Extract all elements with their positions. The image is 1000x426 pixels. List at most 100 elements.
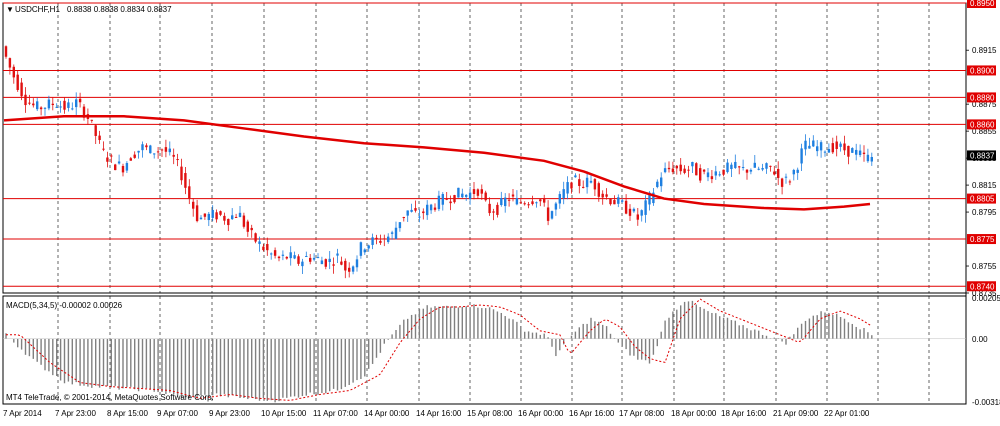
time-tick-label: 16 Apr 16:00 — [569, 409, 615, 418]
candle-body — [215, 212, 218, 220]
candle-body — [414, 208, 417, 211]
candle-body — [149, 145, 152, 154]
candle-body — [219, 211, 222, 215]
candle-body — [550, 211, 554, 219]
candle-body — [137, 150, 140, 153]
candle-body — [195, 205, 199, 222]
candle-body — [355, 259, 359, 268]
time-tick-label: 8 Apr 15:00 — [107, 409, 148, 418]
candle-body — [266, 244, 269, 251]
candle-body — [757, 168, 760, 170]
price-level-tag — [967, 92, 996, 103]
candle-body — [582, 186, 585, 188]
candle-body — [114, 164, 117, 171]
candle-body — [180, 166, 183, 181]
candle-body — [515, 198, 519, 205]
candle-body — [558, 194, 561, 204]
price-level-tag — [967, 119, 996, 130]
symbol-timeframe: USDCHF,H1 — [15, 5, 60, 14]
price-tick-label: 0.8915 — [972, 46, 997, 55]
candle-body — [375, 237, 378, 239]
candle-body — [714, 171, 717, 176]
candle-body — [320, 260, 324, 265]
candle-body — [609, 198, 612, 205]
candle-body — [402, 217, 405, 219]
candle-body — [297, 256, 300, 264]
candle-body — [726, 162, 729, 173]
candle-body — [449, 201, 452, 204]
candle-body — [145, 145, 148, 148]
candle-body — [445, 198, 448, 200]
candle-body — [562, 189, 565, 199]
candle-body — [695, 163, 698, 176]
candle-body — [457, 187, 460, 198]
candle-body — [546, 207, 550, 221]
macd-panel-frame — [2, 295, 967, 405]
candle-body — [32, 103, 35, 106]
candle-body — [796, 169, 799, 173]
candle-body — [480, 189, 483, 194]
candle-body — [367, 245, 370, 249]
candle-body — [301, 261, 304, 267]
candle-body — [831, 143, 834, 153]
candle-body — [819, 142, 823, 151]
candle-body — [741, 166, 745, 168]
candle-body — [63, 100, 66, 110]
candle-body — [566, 182, 569, 194]
candle-body — [293, 255, 296, 259]
candle-body — [110, 155, 113, 157]
candle-body — [734, 161, 737, 168]
candle-body — [394, 227, 398, 239]
price-level-tag — [967, 65, 996, 76]
candle-body — [418, 216, 421, 218]
candle-body — [234, 216, 238, 218]
candle-body — [812, 140, 815, 147]
candle-body — [527, 204, 530, 206]
candle-body — [862, 152, 866, 154]
candle-body — [453, 195, 456, 203]
time-tick-label: 11 Apr 07:00 — [313, 409, 358, 418]
candle-body — [141, 144, 144, 151]
candle-body — [531, 201, 534, 205]
candle-body — [363, 249, 366, 253]
horizontal-levels[interactable] — [3, 2, 966, 287]
time-tick-label: 9 Apr 07:00 — [157, 409, 198, 418]
candle-body — [90, 119, 93, 121]
candle-body — [94, 125, 97, 136]
candle-body — [613, 200, 616, 205]
candle-body — [371, 237, 374, 245]
price-level-tag-label: 0.8880 — [970, 93, 995, 102]
candle-body — [519, 202, 522, 204]
candle-body — [675, 165, 678, 169]
candle-body — [309, 257, 312, 262]
macd-axis: 0.00205 0.00 -0.00318 — [972, 294, 1000, 407]
candle-body — [410, 209, 413, 212]
ohlc-readout: 0.8838 0.8838 0.8834 0.8837 — [67, 5, 172, 14]
macd-header: MACD(5,34,5) -0.00002 0.00026 — [6, 301, 123, 310]
time-axis: 7 Apr 2014 7 Apr 23:00 8 Apr 15:00 9 Apr 07… — [3, 409, 870, 418]
candle-body — [699, 168, 702, 181]
candle-body — [769, 165, 772, 167]
header-arrow-icon[interactable]: ▼ — [6, 5, 14, 14]
candle-body — [250, 227, 253, 231]
candle-body — [461, 193, 464, 198]
time-tick-label: 14 Apr 16:00 — [416, 409, 462, 418]
candle-body — [340, 261, 343, 265]
current-price-label: 0.8837 — [970, 151, 995, 160]
candle-body — [242, 215, 246, 227]
level-labels: 0.8950 0.8900 0.8880 0.8860 0.8805 0.8775 0.87… — [967, 0, 996, 292]
candlesticks — [4, 45, 873, 279]
candle-body — [601, 193, 604, 198]
candle-body — [636, 214, 639, 220]
candle-body — [784, 176, 788, 178]
time-tick-label: 16 Apr 00:00 — [518, 409, 564, 418]
price-level-tag — [967, 193, 996, 204]
candle-body — [398, 222, 402, 229]
candle-body — [761, 168, 764, 170]
candle-body — [316, 257, 320, 259]
candle-body — [624, 200, 628, 214]
candle-body — [16, 74, 19, 90]
candle-body — [254, 233, 257, 242]
